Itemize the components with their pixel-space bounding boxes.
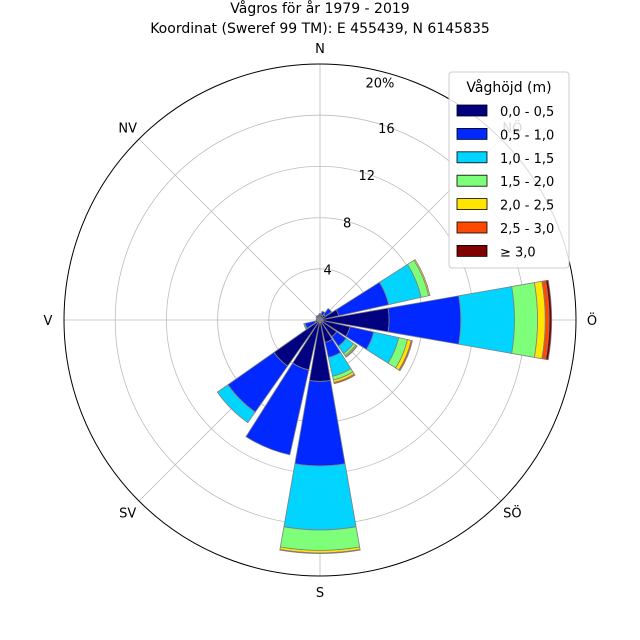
rose-bar-segment [345, 345, 358, 358]
chart-title: Vågros för år 1979 - 2019 [230, 0, 409, 17]
rose-bar-segment [458, 286, 515, 354]
rose-bar-segment [303, 322, 308, 330]
direction-label: SV [119, 506, 136, 521]
direction-label: N [315, 42, 325, 57]
radial-tick-labels: 4 8 12 16 20% [323, 76, 394, 278]
direction-label: NV [118, 122, 137, 137]
chart-subtitle: Koordinat (Sweref 99 TM): E 455439, N 61… [150, 21, 490, 37]
radial-tick-label: 4 [323, 264, 331, 279]
legend-swatch [456, 244, 488, 257]
legend-swatch [456, 151, 488, 164]
radial-tick-label: 8 [343, 216, 351, 231]
legend-swatch [456, 221, 488, 234]
rose-bar-segment [216, 384, 256, 424]
legend-label: 0,0 - 0,5 [500, 105, 554, 120]
legend-label: 1,0 - 1,5 [500, 152, 554, 167]
legend-swatch [456, 174, 488, 187]
direction-label: V [44, 314, 53, 329]
legend-label: 2,0 - 2,5 [500, 199, 554, 214]
legend-frame [448, 71, 570, 269]
legend-label: 2,5 - 3,0 [500, 222, 554, 237]
rose-bar-segment [413, 259, 431, 297]
legend-label: 1,5 - 2,0 [500, 175, 554, 190]
rose-bar-segment [245, 362, 310, 456]
rose-bar-segment [279, 526, 361, 551]
rose-bars [216, 259, 553, 554]
legend-label: 0,5 - 1,0 [500, 128, 554, 143]
direction-label: Ö [587, 312, 597, 329]
rose-bar-segment [545, 279, 553, 361]
legend-swatch [456, 104, 488, 117]
rose-bar-segment [323, 307, 333, 317]
rose-bar-segment [316, 314, 320, 318]
rose-bar-segment [333, 373, 356, 385]
radial-tick-label: 16 [378, 122, 395, 137]
radial-max-label: 20% [366, 76, 395, 91]
rose-bar-segment [398, 339, 413, 372]
direction-label: SÖ [503, 504, 521, 521]
radial-tick-label: 12 [359, 169, 376, 184]
direction-label: S [316, 586, 324, 601]
legend: Våghöjd (m) 0,0 - 0,5 0,5 - 1,0 1,0 - 1,5 1… [448, 71, 570, 269]
rose-bar-segment [511, 282, 538, 358]
rose-bar-segment [320, 310, 326, 317]
polar-outline [63, 63, 577, 577]
legend-label: ≥ 3,0 [500, 245, 536, 260]
legend-title: Våghöjd (m) [466, 79, 551, 96]
legend-swatch [456, 127, 488, 140]
grid-spoke [138, 138, 321, 321]
rose-bar-segment [279, 549, 361, 554]
legend-swatch [456, 198, 488, 211]
rose-bar-segment [283, 463, 357, 531]
